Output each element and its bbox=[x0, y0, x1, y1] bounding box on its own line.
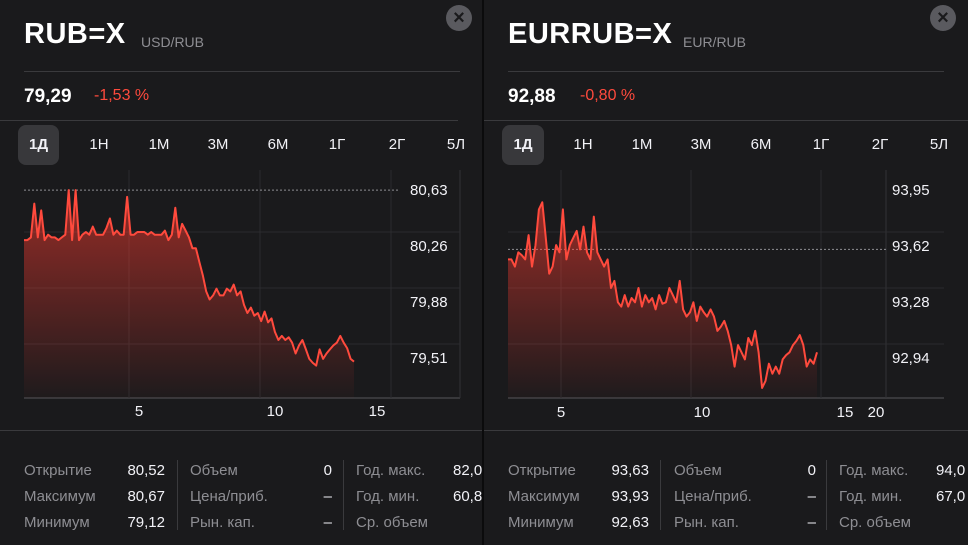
stat-label: Ср. объем bbox=[356, 514, 428, 531]
pair-subtitle: USD/RUB bbox=[141, 34, 205, 50]
y-tick-label: 93,62 bbox=[892, 238, 930, 255]
divider bbox=[0, 430, 482, 431]
stat-label: Открытие bbox=[508, 462, 576, 479]
symbol-title: EURRUB=X bbox=[508, 18, 673, 50]
stat-value: 80,52 bbox=[127, 462, 165, 479]
stat-value: 0 bbox=[323, 462, 332, 479]
stat-label: Год. макс. bbox=[839, 462, 909, 479]
tab-1w[interactable]: 1Н bbox=[573, 136, 593, 153]
price-chart: 80,63 80,26 79,88 79,51 5 10 15 bbox=[24, 170, 461, 420]
tab-2y[interactable]: 2Г bbox=[871, 136, 889, 153]
close-icon[interactable]: × bbox=[930, 5, 956, 31]
tab-5y[interactable]: 5Л bbox=[446, 136, 466, 153]
x-tick-label: 10 bbox=[694, 404, 711, 421]
y-tick-label: 79,51 bbox=[410, 350, 448, 367]
stat-label: Открытие bbox=[24, 462, 92, 479]
stat-value: 67,0 bbox=[936, 488, 966, 505]
y-tick-label: 93,28 bbox=[892, 294, 930, 311]
divider bbox=[660, 460, 661, 530]
tab-1d[interactable]: 1Д bbox=[502, 125, 544, 165]
x-tick-label: 15 bbox=[369, 403, 386, 420]
tab-1y[interactable]: 1Г bbox=[812, 136, 830, 153]
divider bbox=[343, 460, 344, 530]
tab-3m[interactable]: 3М bbox=[207, 136, 229, 153]
stat-value: 60,8 bbox=[453, 488, 482, 505]
stat-value: 94,0 bbox=[936, 462, 966, 479]
x-tick-label: 5 bbox=[557, 404, 565, 421]
tab-2y[interactable]: 2Г bbox=[388, 136, 406, 153]
divider bbox=[0, 120, 458, 121]
divider bbox=[484, 120, 968, 121]
stat-label: Цена/приб. bbox=[674, 488, 752, 505]
stat-value: – bbox=[807, 488, 816, 505]
tab-6m[interactable]: 6М bbox=[750, 136, 772, 153]
price-chart: 93,95 93,62 93,28 92,94 5 10 15 20 bbox=[508, 170, 944, 421]
stat-value: – bbox=[807, 514, 816, 531]
divider bbox=[177, 460, 178, 530]
price-change: -1,53 % bbox=[94, 87, 150, 104]
x-tick-label: 15 bbox=[837, 404, 854, 421]
stat-label: Год. мин. bbox=[356, 488, 420, 505]
current-price: 79,29 bbox=[24, 86, 72, 107]
divider bbox=[508, 71, 944, 72]
y-tick-label: 80,26 bbox=[410, 238, 448, 255]
y-tick-label: 93,95 bbox=[892, 182, 930, 199]
divider bbox=[24, 71, 460, 72]
stat-value: 79,12 bbox=[127, 514, 165, 531]
quote-card-rub: RUB=X USD/RUB × 79,29 -1,53 % 1Д 1Н 1М 3… bbox=[0, 0, 482, 545]
tab-1w[interactable]: 1Н bbox=[89, 136, 109, 153]
divider bbox=[484, 430, 968, 431]
y-tick-label: 80,63 bbox=[410, 182, 448, 199]
stat-label: Год. мин. bbox=[839, 488, 903, 505]
current-price: 92,88 bbox=[508, 86, 556, 107]
stat-value: 92,63 bbox=[611, 514, 649, 531]
tab-1d[interactable]: 1Д bbox=[18, 125, 59, 165]
pair-subtitle: EUR/RUB bbox=[683, 34, 747, 50]
tab-1m[interactable]: 1М bbox=[631, 136, 653, 153]
quote-card-eurrub: EURRUB=X EUR/RUB × 92,88 -0,80 % 1Д 1Н 1… bbox=[484, 0, 968, 545]
stat-label: Рын. кап. bbox=[674, 514, 739, 531]
stat-label: Максимум bbox=[508, 488, 580, 505]
stat-label: Объем bbox=[190, 462, 238, 479]
y-tick-label: 92,94 bbox=[892, 350, 930, 367]
stat-label: Ср. объем bbox=[839, 514, 911, 531]
price-change: -0,80 % bbox=[580, 87, 636, 104]
stat-value: – bbox=[323, 488, 332, 505]
tab-1y[interactable]: 1Г bbox=[328, 136, 346, 153]
stat-label: Цена/приб. bbox=[190, 488, 268, 505]
stat-value: 82,0 bbox=[453, 462, 482, 479]
stat-label: Год. макс. bbox=[356, 462, 426, 479]
x-tick-label: 5 bbox=[135, 403, 143, 420]
y-tick-label: 79,88 bbox=[410, 294, 448, 311]
stat-value: 93,63 bbox=[611, 462, 649, 479]
close-icon[interactable]: × bbox=[446, 5, 472, 31]
stat-value: 93,93 bbox=[611, 488, 649, 505]
tab-3m[interactable]: 3М bbox=[690, 136, 712, 153]
x-tick-label: 10 bbox=[267, 403, 284, 420]
stat-value: – bbox=[323, 514, 332, 531]
stat-label: Минимум bbox=[24, 514, 90, 531]
tab-5y[interactable]: 5Л bbox=[929, 136, 949, 153]
stat-label: Минимум bbox=[508, 514, 574, 531]
tab-6m[interactable]: 6М bbox=[267, 136, 289, 153]
tab-1m[interactable]: 1М bbox=[148, 136, 170, 153]
symbol-title: RUB=X bbox=[24, 18, 126, 50]
divider bbox=[826, 460, 827, 530]
stat-label: Максимум bbox=[24, 488, 96, 505]
stat-label: Объем bbox=[674, 462, 722, 479]
stat-label: Рын. кап. bbox=[190, 514, 255, 531]
x-tick-label: 20 bbox=[868, 404, 885, 421]
stat-value: 80,67 bbox=[127, 488, 165, 505]
stat-value: 0 bbox=[807, 462, 816, 479]
